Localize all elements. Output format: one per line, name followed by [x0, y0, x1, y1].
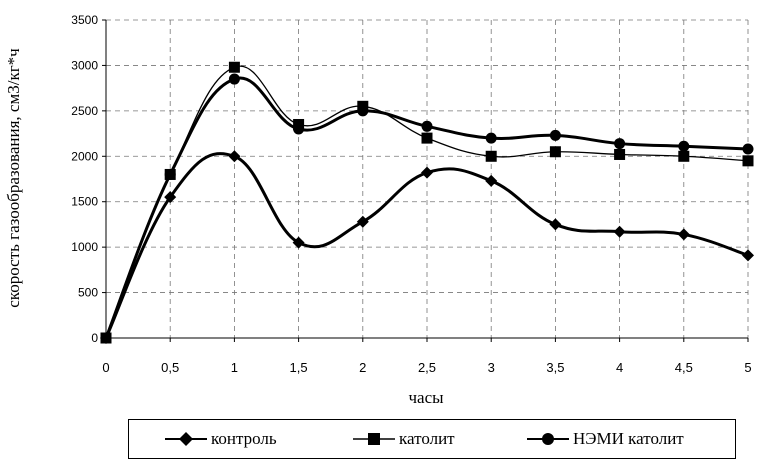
x-tick-label: 4,5 — [675, 360, 693, 375]
y-tick-label: 0 — [91, 331, 98, 345]
data-point-catholyte — [614, 148, 626, 160]
data-point-control — [742, 249, 754, 262]
circle-marker-icon — [527, 433, 569, 445]
data-point-catholyte — [421, 132, 433, 144]
legend-label-catholyte: католит — [399, 429, 455, 448]
data-point-nemi-catholyte — [742, 143, 754, 155]
data-point-control — [292, 236, 305, 249]
legend-label-nemi-catholyte: НЭМИ католит — [573, 429, 684, 448]
diamond-marker-icon — [165, 432, 207, 446]
y-tick-label: 3500 — [71, 13, 98, 27]
data-point-control — [485, 174, 498, 187]
y-tick-label: 1500 — [71, 195, 98, 209]
square-marker-icon — [353, 433, 395, 445]
data-point-control — [421, 166, 433, 179]
y-tick-label: 500 — [78, 286, 98, 300]
data-point-catholyte — [549, 146, 561, 158]
data-point-control — [549, 218, 562, 231]
legend-label-control: контроль — [211, 429, 277, 448]
data-point-nemi-catholyte — [421, 120, 433, 132]
series-line-nemi-catholyte — [104, 76, 749, 339]
legend-item-nemi-catholyte: НЭМИ католит — [525, 428, 684, 450]
y-tick-label: 3000 — [71, 58, 98, 72]
x-tick-label: 0,5 — [161, 360, 179, 375]
x-tick-label: 3 — [488, 360, 495, 375]
data-point-nemi-catholyte — [678, 140, 690, 152]
x-axis-title: часы — [408, 388, 444, 407]
data-point-nemi-catholyte — [614, 138, 626, 150]
data-point-nemi-catholyte — [293, 123, 305, 135]
y-tick-label: 1000 — [71, 240, 98, 254]
data-point-catholyte — [742, 155, 754, 167]
data-point-nemi-catholyte — [357, 105, 369, 117]
y-axis-title-text: скорость газообразования, см3/кг*ч — [4, 48, 23, 308]
x-tick-label: 1 — [231, 360, 238, 375]
data-point-catholyte — [228, 61, 240, 73]
data-point-control — [677, 228, 690, 241]
x-tick-label: 3,5 — [546, 360, 564, 375]
legend: контроль католит НЭМИ католит — [128, 419, 736, 459]
x-tick-label: 5 — [744, 360, 751, 375]
data-point-control — [164, 191, 177, 204]
series-line-control — [104, 152, 749, 339]
data-point-nemi-catholyte — [485, 132, 497, 144]
x-tick-label: 0 — [102, 360, 109, 375]
legend-item-catholyte: католит — [351, 428, 455, 450]
data-point-control — [613, 225, 626, 238]
y-tick-label: 2000 — [71, 149, 98, 163]
x-tick-label: 4 — [616, 360, 623, 375]
data-point-control — [228, 150, 241, 163]
data-point-nemi-catholyte — [228, 73, 240, 85]
data-point-catholyte — [678, 150, 690, 162]
data-point-control — [356, 215, 369, 228]
data-point-catholyte — [485, 150, 497, 162]
x-tick-label: 2,5 — [418, 360, 436, 375]
legend-item-control: контроль — [163, 428, 277, 450]
y-tick-label: 2500 — [71, 104, 98, 118]
data-point-nemi-catholyte — [549, 129, 561, 141]
data-point-nemi-catholyte — [164, 168, 176, 180]
x-tick-label: 1,5 — [290, 360, 308, 375]
x-tick-label: 2 — [359, 360, 366, 375]
data-point-nemi-catholyte — [100, 332, 112, 344]
